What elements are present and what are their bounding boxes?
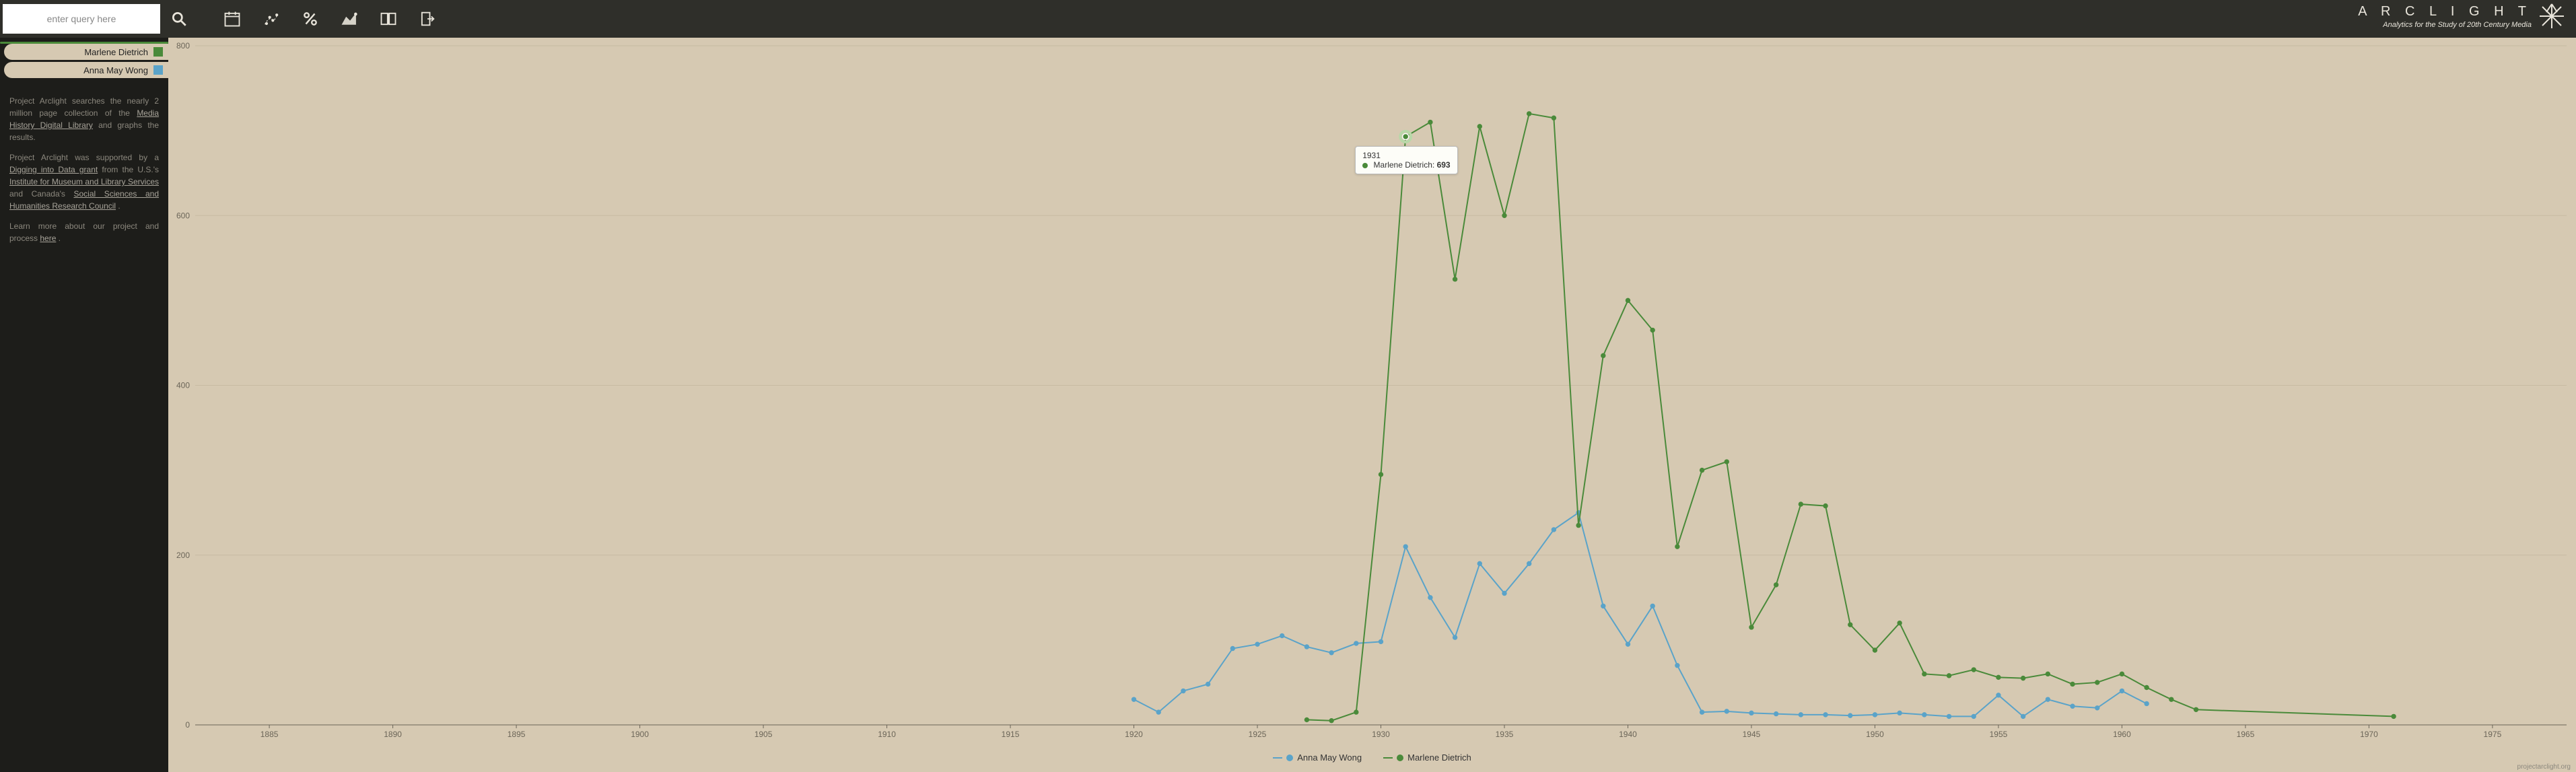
toolbar — [222, 0, 438, 38]
topbar: A R C L I G H T Analytics for the Study … — [0, 0, 2576, 38]
text: Project Arclight was supported by a — [9, 153, 159, 162]
svg-text:1975: 1975 — [2484, 730, 2502, 739]
search-input[interactable] — [3, 4, 160, 34]
svg-text:1930: 1930 — [1372, 730, 1390, 739]
svg-text:1900: 1900 — [631, 730, 649, 739]
brand-logo-icon — [2538, 3, 2565, 30]
svg-text:1965: 1965 — [2237, 730, 2255, 739]
svg-text:1905: 1905 — [755, 730, 773, 739]
book-icon[interactable] — [378, 9, 398, 29]
legend-label: Anna May Wong — [83, 65, 148, 75]
svg-text:1920: 1920 — [1125, 730, 1143, 739]
svg-text:1890: 1890 — [384, 730, 402, 739]
svg-text:1970: 1970 — [2360, 730, 2378, 739]
svg-text:1960: 1960 — [2113, 730, 2131, 739]
export-icon[interactable] — [417, 9, 438, 29]
legend-text: Marlene Dietrich — [1407, 752, 1471, 763]
link-did[interactable]: Digging into Data grant — [9, 165, 98, 174]
brand-subtitle: Analytics for the Study of 20th Century … — [2358, 21, 2532, 29]
search-icon — [170, 10, 188, 28]
footer-link[interactable]: projectarclight.org — [2517, 763, 2571, 771]
search-wrap — [0, 0, 203, 38]
svg-text:0: 0 — [185, 720, 190, 730]
svg-text:1910: 1910 — [878, 730, 896, 739]
text: . — [118, 201, 120, 211]
percent-icon[interactable] — [300, 9, 320, 29]
legend-text: Anna May Wong — [1297, 752, 1362, 763]
sidebar-copy: Project Arclight searches the nearly 2 m… — [0, 85, 168, 262]
svg-text:1945: 1945 — [1743, 730, 1761, 739]
scatter-icon[interactable] — [261, 9, 281, 29]
sidebar-legend: Marlene Dietrich Anna May Wong — [0, 38, 168, 85]
calendar-icon[interactable] — [222, 9, 242, 29]
svg-text:1895: 1895 — [508, 730, 526, 739]
chart-bottom-legend: Anna May Wong Marlene Dietrich — [168, 752, 2576, 763]
svg-text:1940: 1940 — [1619, 730, 1637, 739]
line-chart[interactable]: 0 200 400 600 800 1885 1890 1895 1900 1905 1910 191… — [168, 38, 2576, 772]
legend-entry-wong[interactable]: Anna May Wong — [1273, 752, 1362, 763]
legend-line — [1383, 757, 1393, 759]
svg-text:1950: 1950 — [1866, 730, 1884, 739]
legend-entry-dietrich[interactable]: Marlene Dietrich — [1383, 752, 1471, 763]
chart-area: 0 200 400 600 800 1885 1890 1895 1900 1905 1910 191… — [168, 38, 2576, 772]
svg-text:1935: 1935 — [1496, 730, 1514, 739]
link-here[interactable]: here — [40, 234, 56, 243]
svg-text:600: 600 — [176, 211, 190, 220]
legend-line — [1273, 757, 1282, 759]
legend-label: Marlene Dietrich — [84, 47, 148, 57]
sidebar: Marlene Dietrich Anna May Wong Project A… — [0, 38, 168, 772]
svg-text:800: 800 — [176, 41, 190, 50]
link-imls[interactable]: Institute for Museum and Library Service… — [9, 177, 159, 186]
text: from the U.S.'s — [102, 165, 159, 174]
legend-swatch — [153, 47, 163, 57]
svg-text:1915: 1915 — [1002, 730, 1020, 739]
legend-dot — [1397, 755, 1403, 761]
legend-swatch — [153, 65, 163, 75]
svg-text:1925: 1925 — [1249, 730, 1267, 739]
text: and Canada's — [9, 189, 73, 199]
svg-text:1885: 1885 — [260, 730, 279, 739]
legend-dot — [1286, 755, 1293, 761]
brand-title: A R C L I G H T — [2358, 4, 2532, 20]
text: Learn more about our project and process — [9, 221, 159, 243]
search-button[interactable] — [160, 0, 198, 38]
svg-text:200: 200 — [176, 551, 190, 560]
text: . — [59, 234, 61, 243]
svg-text:400: 400 — [176, 381, 190, 390]
brand: A R C L I G H T Analytics for the Study … — [2358, 3, 2565, 30]
area-icon[interactable] — [339, 9, 359, 29]
svg-text:1955: 1955 — [1990, 730, 2008, 739]
legend-item-wong[interactable]: Anna May Wong — [4, 62, 168, 78]
legend-item-dietrich[interactable]: Marlene Dietrich — [4, 44, 168, 60]
